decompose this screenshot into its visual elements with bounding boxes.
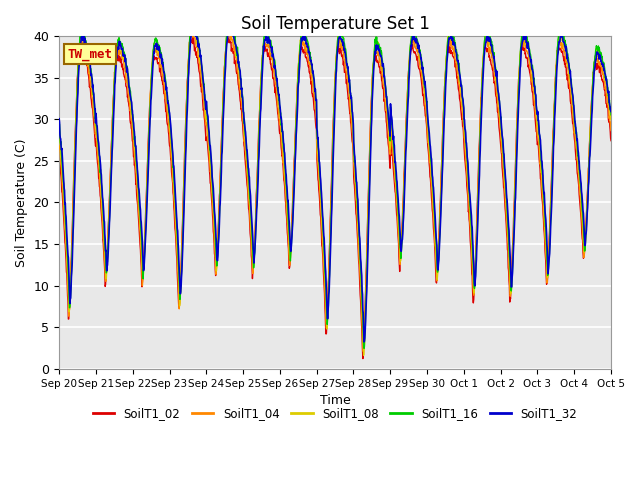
SoilT1_04 [607,128,615,133]
SoilT1_32 [164,101,172,107]
Y-axis label: Soil Temperature (C): Soil Temperature (C) [15,138,28,267]
SoilT1_08 [422,97,429,103]
Line: SoilT1_08: SoilT1_08 [59,24,611,355]
SoilT1_04 [55,143,63,148]
SoilT1_08 [493,89,501,95]
SoilT1_32 [240,116,248,121]
SoilT1_02 [55,144,63,150]
SoilT1_16 [55,120,63,126]
SoilT1_02 [359,356,367,361]
SoilT1_32 [55,116,63,121]
SoilT1_16 [188,16,196,22]
SoilT1_32 [178,268,186,274]
SoilT1_04 [164,119,172,125]
SoilT1_02 [225,33,232,39]
Line: SoilT1_16: SoilT1_16 [59,19,611,348]
SoilT1_08 [240,123,248,129]
SoilT1_32 [493,83,501,88]
SoilT1_32 [542,224,550,229]
SoilT1_02 [607,138,615,144]
SoilT1_32 [607,108,615,114]
SoilT1_08 [542,247,550,253]
SoilT1_04 [360,348,367,354]
SoilT1_16 [164,107,172,112]
SoilT1_16 [240,120,248,126]
SoilT1_08 [55,123,63,129]
SoilT1_08 [225,21,233,26]
SoilT1_08 [164,111,172,117]
Line: SoilT1_04: SoilT1_04 [59,29,611,351]
SoilT1_16 [360,346,368,351]
SoilT1_16 [178,261,186,267]
SoilT1_04 [422,105,429,110]
SoilT1_32 [422,84,429,89]
X-axis label: Time: Time [320,394,351,407]
SoilT1_32 [360,339,368,345]
SoilT1_04 [223,26,231,32]
SoilT1_02 [178,239,186,245]
Legend: SoilT1_02, SoilT1_04, SoilT1_08, SoilT1_16, SoilT1_32: SoilT1_02, SoilT1_04, SoilT1_08, SoilT1_… [88,402,582,425]
SoilT1_04 [240,138,248,144]
SoilT1_02 [422,113,429,119]
Text: TW_met: TW_met [67,48,113,60]
SoilT1_08 [607,117,615,122]
SoilT1_16 [607,112,615,118]
Title: Soil Temperature Set 1: Soil Temperature Set 1 [241,15,429,33]
Line: SoilT1_32: SoilT1_32 [59,27,611,342]
Line: SoilT1_02: SoilT1_02 [59,36,611,359]
SoilT1_02 [240,143,248,148]
SoilT1_08 [360,352,367,358]
SoilT1_16 [422,85,429,91]
SoilT1_16 [493,82,501,88]
SoilT1_02 [542,273,550,279]
SoilT1_02 [164,129,172,135]
SoilT1_04 [493,96,501,101]
SoilT1_02 [493,109,501,115]
SoilT1_04 [542,256,550,262]
SoilT1_16 [542,234,550,240]
SoilT1_08 [178,256,186,262]
SoilT1_32 [188,24,196,30]
SoilT1_04 [178,244,186,250]
